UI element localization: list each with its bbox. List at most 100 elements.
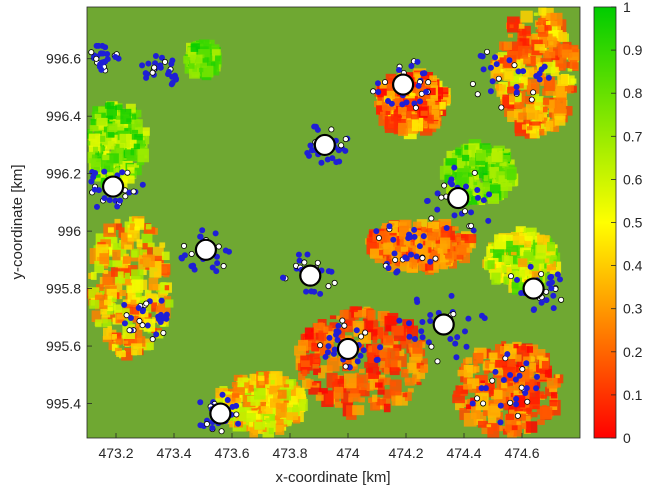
small-marker bbox=[169, 79, 176, 86]
small-marker bbox=[443, 225, 450, 232]
small-marker bbox=[434, 358, 441, 365]
large-marker bbox=[432, 313, 455, 336]
small-marker bbox=[538, 271, 545, 278]
small-marker bbox=[333, 328, 340, 335]
small-marker bbox=[342, 147, 349, 154]
small-marker bbox=[522, 389, 529, 396]
small-marker bbox=[411, 336, 418, 343]
small-marker bbox=[161, 315, 168, 322]
small-marker bbox=[489, 78, 496, 85]
small-marker bbox=[423, 88, 430, 95]
large-marker bbox=[209, 402, 232, 425]
small-marker bbox=[225, 248, 232, 255]
small-marker bbox=[530, 89, 537, 96]
small-marker bbox=[314, 259, 321, 266]
small-marker bbox=[487, 88, 494, 95]
large-marker bbox=[447, 186, 470, 210]
small-marker bbox=[558, 296, 565, 303]
small-marker bbox=[447, 336, 454, 343]
small-marker bbox=[478, 385, 485, 392]
small-marker bbox=[374, 80, 381, 87]
colorbar-tick-label: 1 bbox=[623, 0, 631, 15]
small-marker bbox=[342, 363, 349, 370]
small-marker bbox=[513, 395, 520, 402]
small-marker bbox=[169, 73, 176, 80]
small-marker bbox=[451, 212, 458, 219]
small-marker bbox=[377, 344, 384, 351]
small-marker bbox=[112, 54, 119, 61]
small-marker bbox=[418, 328, 425, 335]
small-marker bbox=[123, 312, 130, 319]
small-marker bbox=[142, 70, 149, 77]
small-marker bbox=[203, 421, 210, 428]
small-marker bbox=[375, 234, 382, 241]
colorbar-tick-label: 0.4 bbox=[623, 258, 643, 274]
small-marker bbox=[190, 262, 197, 269]
small-marker bbox=[93, 55, 100, 62]
small-marker bbox=[474, 395, 481, 402]
small-marker bbox=[432, 255, 439, 262]
small-marker bbox=[428, 215, 435, 222]
small-marker bbox=[411, 226, 418, 233]
small-marker bbox=[301, 259, 308, 266]
small-marker bbox=[144, 322, 151, 329]
small-marker bbox=[511, 62, 518, 69]
small-marker bbox=[152, 52, 159, 59]
small-marker bbox=[130, 188, 137, 195]
small-marker bbox=[280, 274, 287, 281]
small-marker bbox=[385, 265, 392, 272]
small-marker bbox=[548, 285, 555, 292]
large-marker bbox=[522, 277, 545, 300]
small-marker bbox=[324, 156, 331, 163]
small-marker bbox=[114, 203, 121, 210]
small-marker bbox=[412, 104, 419, 111]
small-marker bbox=[419, 255, 426, 262]
small-marker bbox=[362, 329, 369, 336]
small-marker bbox=[425, 339, 432, 346]
small-marker bbox=[547, 274, 554, 281]
x-tick-label: 473.6 bbox=[214, 445, 249, 461]
small-marker bbox=[403, 99, 410, 106]
small-marker bbox=[406, 320, 413, 327]
small-marker bbox=[93, 203, 100, 210]
small-marker bbox=[513, 89, 520, 96]
large-marker bbox=[101, 175, 125, 198]
small-marker bbox=[414, 58, 421, 65]
small-marker bbox=[417, 98, 424, 105]
small-marker bbox=[158, 54, 165, 61]
small-marker bbox=[339, 317, 346, 324]
large-marker bbox=[392, 73, 415, 96]
small-marker bbox=[149, 336, 156, 343]
small-marker bbox=[489, 377, 496, 384]
small-marker bbox=[452, 340, 459, 347]
small-marker bbox=[428, 343, 435, 350]
small-marker bbox=[518, 384, 525, 391]
small-marker bbox=[480, 400, 487, 407]
small-marker bbox=[143, 300, 150, 307]
small-marker bbox=[482, 385, 489, 392]
small-marker bbox=[188, 250, 195, 257]
small-marker bbox=[454, 334, 461, 341]
small-marker bbox=[474, 91, 481, 98]
small-marker bbox=[329, 155, 336, 162]
small-marker bbox=[512, 376, 519, 383]
x-axis-ticks: 473.2 473.4 473.6 473.8 474 474.2 474.4 474.6 bbox=[98, 433, 540, 461]
small-marker bbox=[325, 283, 332, 290]
small-marker bbox=[523, 360, 530, 367]
colorbar-tick-label: 0.9 bbox=[623, 42, 643, 58]
small-marker bbox=[469, 400, 476, 407]
small-marker bbox=[415, 82, 422, 89]
small-marker bbox=[168, 60, 175, 67]
small-marker bbox=[136, 317, 143, 324]
small-marker bbox=[386, 223, 393, 230]
small-marker bbox=[197, 233, 204, 240]
small-marker bbox=[151, 64, 158, 71]
x-tick-label: 474.4 bbox=[446, 445, 481, 461]
small-marker bbox=[451, 164, 458, 171]
x-tick-label: 473.8 bbox=[272, 445, 307, 461]
small-marker bbox=[354, 358, 361, 365]
small-marker bbox=[317, 342, 324, 349]
colorbar-tick-label: 0.6 bbox=[623, 171, 643, 187]
small-marker bbox=[554, 271, 561, 278]
